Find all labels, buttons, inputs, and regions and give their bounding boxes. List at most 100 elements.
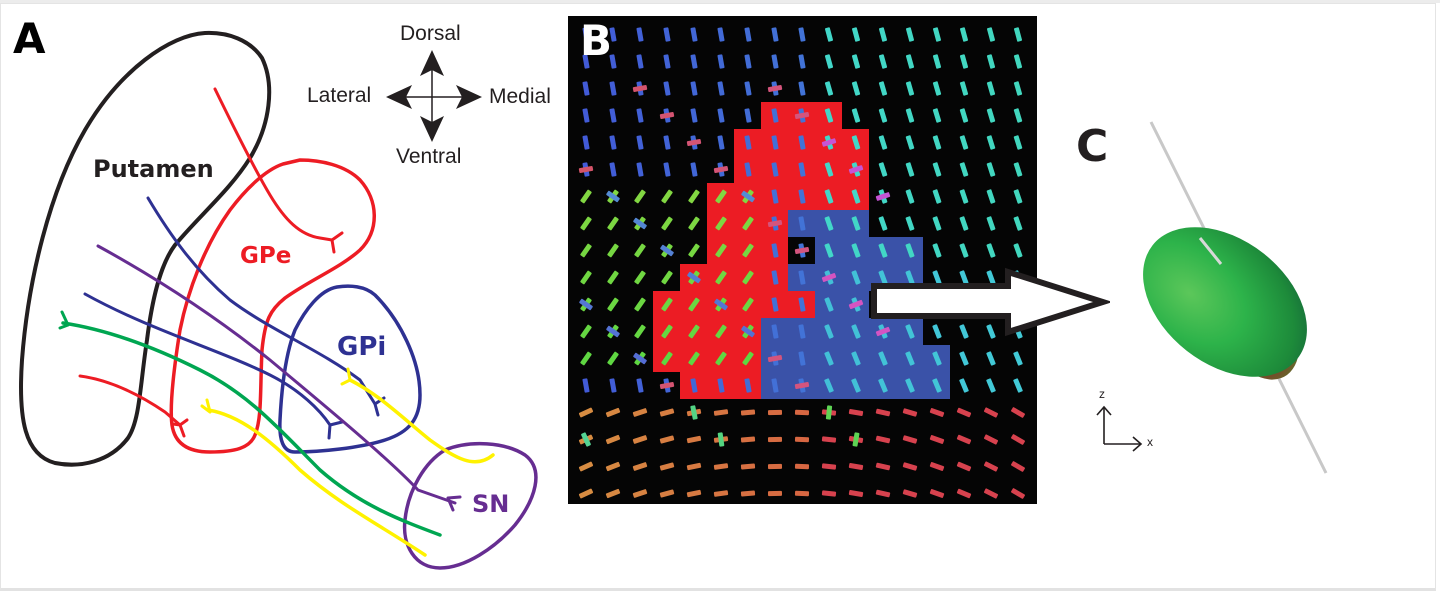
label-gpe: GPe (240, 243, 292, 269)
fiber-glyph (905, 162, 915, 177)
glyph-cell (626, 453, 653, 480)
fiber-glyph (798, 324, 806, 339)
glyph-cell (626, 372, 653, 399)
fiber-glyph (902, 435, 918, 444)
fiber-glyph (744, 135, 752, 150)
fiber-glyph (851, 54, 861, 69)
fiber-glyph (875, 489, 891, 498)
glyph-cell (572, 264, 599, 291)
fiber-glyph (824, 81, 834, 96)
glyph-cell (842, 480, 869, 504)
fiber-glyph (582, 81, 590, 96)
glyph-cell (653, 210, 680, 237)
glyph-cell (1004, 426, 1031, 453)
glyph-cell (626, 21, 653, 48)
fiber-glyph (771, 27, 779, 42)
fiber-glyph (798, 27, 806, 42)
glyph-cell (680, 291, 707, 318)
fiber-glyph (851, 108, 861, 123)
glyph-cell (626, 345, 653, 372)
glyph-cell (572, 426, 599, 453)
glyph-cell (1004, 453, 1031, 480)
fiber-glyph (986, 108, 996, 123)
fiber-glyph (690, 378, 698, 393)
red-pathway-lower (78, 374, 182, 427)
glyph-cell (761, 345, 788, 372)
fiber-glyph (717, 135, 725, 150)
glyph-cell (842, 21, 869, 48)
fiber-glyph (744, 108, 752, 123)
glyph-cell (950, 210, 977, 237)
fiber-glyph (663, 135, 671, 150)
fiber-glyph (771, 54, 779, 69)
glyph-cell (977, 129, 1004, 156)
glyph-cell (977, 75, 1004, 102)
glyph-cell (680, 75, 707, 102)
glyph-cell (761, 291, 788, 318)
fiber-glyph (660, 324, 674, 339)
fiber-glyph (609, 135, 617, 150)
fiber-glyph-crossing (690, 405, 698, 420)
glyph-cell (1004, 48, 1031, 75)
fiber-glyph (636, 54, 644, 69)
fiber-glyph (609, 81, 617, 96)
fiber-glyph (956, 434, 972, 445)
blue-pathway-2 (83, 292, 332, 427)
fiber-glyph (959, 189, 969, 204)
fiber-glyph (958, 378, 970, 393)
fiber-glyph (878, 162, 888, 177)
glyph-cell (815, 291, 842, 318)
fiber-glyph (717, 108, 725, 123)
fiber-glyph (931, 378, 943, 393)
fiber-glyph (848, 408, 864, 417)
glyph-cell (977, 183, 1004, 210)
fiber-glyph (878, 216, 888, 231)
glyph-cell (572, 453, 599, 480)
glyph-cell (707, 291, 734, 318)
glyph-cell (950, 21, 977, 48)
glyph-cell (761, 426, 788, 453)
fiber-glyph (740, 463, 756, 470)
fiber-glyph (606, 270, 620, 285)
glyph-cell (923, 210, 950, 237)
putamen-outline (18, 30, 272, 467)
glyph-cell (734, 237, 761, 264)
glyph-cell (842, 399, 869, 426)
fiber-glyph (633, 243, 647, 258)
glyph-cell (923, 156, 950, 183)
fiber-glyph (633, 324, 647, 339)
arrow-b-to-c-icon (871, 267, 1110, 337)
fiber-glyph (929, 488, 945, 499)
fiber-glyph (578, 461, 594, 472)
fiber-glyph (956, 407, 972, 418)
fiber-glyph (717, 54, 725, 69)
fiber-glyph (1010, 460, 1026, 473)
glyph-cell (653, 318, 680, 345)
fiber-glyph (798, 297, 806, 312)
fiber-glyph (579, 189, 593, 204)
glyph-cell (896, 210, 923, 237)
fiber-glyph (744, 27, 752, 42)
fiber-glyph (690, 162, 698, 177)
fiber-glyph (823, 378, 835, 393)
glyph-cell (734, 75, 761, 102)
fiber-glyph (983, 407, 999, 418)
glyph-cell (653, 372, 680, 399)
fiber-glyph (902, 408, 918, 417)
fiber-glyph (582, 378, 590, 393)
glyph-cell (1004, 399, 1031, 426)
fiber-glyph (771, 270, 779, 285)
glyph-cell (734, 21, 761, 48)
diffusion-ellipsoid (1143, 227, 1307, 377)
glyph-cell (653, 264, 680, 291)
glyph-cell (815, 210, 842, 237)
fiber-glyph (824, 216, 834, 231)
glyph-cell (680, 102, 707, 129)
glyph-cell (977, 156, 1004, 183)
panel-a-basal-ganglia-diagram: A (0, 0, 565, 590)
fiber-glyph (687, 216, 701, 231)
gpe-outline (169, 158, 376, 454)
glyph-cell (869, 210, 896, 237)
fiber-glyph (686, 489, 702, 498)
glyph-cell (626, 264, 653, 291)
